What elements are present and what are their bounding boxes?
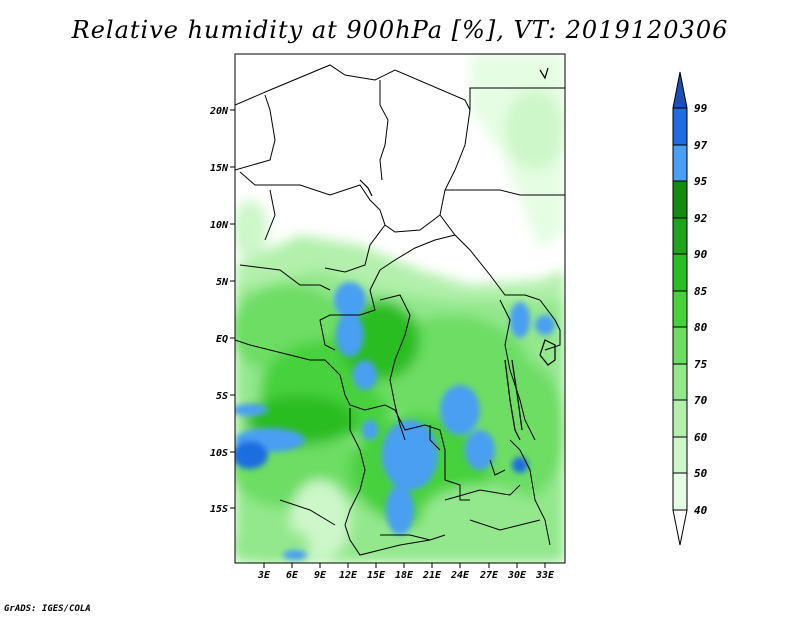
colorbar-swatch <box>672 253 688 292</box>
country-borders <box>235 64 565 556</box>
colorbar-swatch <box>672 363 688 401</box>
map-frame <box>234 53 566 564</box>
grads-credit: GrADS: IGES/COLA <box>4 604 91 614</box>
colorbar-label: 75 <box>694 358 708 371</box>
lon-label: 3E <box>257 570 271 581</box>
colorbar-swatch <box>672 399 688 438</box>
lon-label: 24E <box>450 570 470 581</box>
colorbar-swatch <box>672 217 688 255</box>
colorbar-swatch <box>672 180 688 219</box>
colorbar-bottom-arrow <box>672 509 688 546</box>
colorbar-label: 60 <box>694 431 708 444</box>
lon-label: 18E <box>395 570 414 581</box>
colorbar-top-arrow <box>672 71 688 109</box>
colorbar-swatch <box>672 436 688 474</box>
lat-label: 10S <box>210 448 228 459</box>
lon-label: 30E <box>507 570 527 581</box>
lat-label: EQ <box>216 334 228 345</box>
colorbar-label: 80 <box>694 321 708 334</box>
lon-label: 9E <box>314 570 327 581</box>
colorbar-swatch <box>672 107 688 146</box>
lon-label: 21E <box>422 570 442 581</box>
colorbar-label: 40 <box>694 504 708 517</box>
lat-axis <box>230 109 235 509</box>
colorbar-label: 92 <box>694 212 708 225</box>
colorbar <box>672 71 688 546</box>
colorbar-label: 70 <box>694 394 708 407</box>
colorbar-label: 50 <box>694 467 708 480</box>
lat-label: 5S <box>216 391 228 402</box>
lat-label: 10N <box>210 220 229 231</box>
lat-label: 15N <box>210 163 229 174</box>
lon-label: 33E <box>535 570 555 581</box>
colorbar-label: 97 <box>694 139 708 152</box>
colorbar-label: 95 <box>694 175 708 188</box>
lat-label: 15S <box>210 504 228 515</box>
colorbar-label: 85 <box>694 285 708 298</box>
lat-label: 20N <box>209 106 229 117</box>
colorbar-label: 99 <box>694 102 708 115</box>
colorbar-swatch <box>672 472 688 511</box>
lon-label: 15E <box>367 570 386 581</box>
colorbar-label: 90 <box>694 248 708 261</box>
map-figure: 20N 15N 10N 5N EQ 5S 10S 15S 3E 6E 9E 12… <box>209 53 708 581</box>
lat-label: 5N <box>216 277 229 288</box>
chart-title: Relative humidity at 900hPa [%], VT: 201… <box>71 16 729 44</box>
lon-label: 12E <box>339 570 358 581</box>
humidity-field <box>235 54 565 563</box>
colorbar-swatch <box>672 290 688 328</box>
lon-label: 27E <box>479 570 499 581</box>
colorbar-swatch <box>672 326 688 365</box>
colorbar-swatch <box>672 144 688 182</box>
lon-axis <box>263 563 546 568</box>
lon-label: 6E <box>286 570 299 581</box>
